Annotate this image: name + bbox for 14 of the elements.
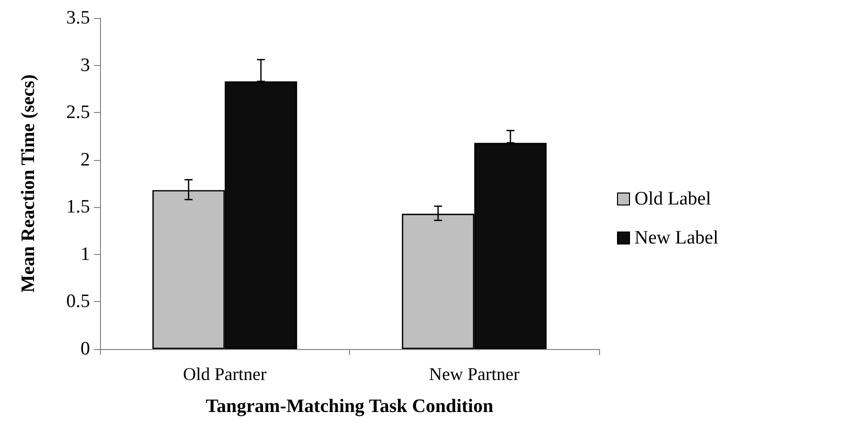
y-axis-title: Mean Reaction Time (secs) bbox=[18, 74, 39, 293]
x-tick-label: Old Partner bbox=[183, 364, 266, 384]
y-tick-label: 3.5 bbox=[66, 8, 90, 28]
x-tick-label: New Partner bbox=[429, 364, 520, 384]
y-tick-label: 2.5 bbox=[66, 102, 90, 124]
y-tick-label: 3 bbox=[80, 54, 90, 76]
legend-label: Old Label bbox=[634, 188, 712, 210]
y-tick-label: 2 bbox=[80, 149, 90, 170]
y-tick-label: 1.5 bbox=[66, 196, 90, 218]
y-tick-label: 0.5 bbox=[66, 291, 90, 312]
legend-label: New Label bbox=[634, 228, 718, 248]
x-axis-title: Tangram-Matching Task Condition bbox=[206, 396, 494, 417]
y-tick-label: 1 bbox=[80, 244, 90, 265]
y-tick-label: 0 bbox=[80, 338, 90, 360]
